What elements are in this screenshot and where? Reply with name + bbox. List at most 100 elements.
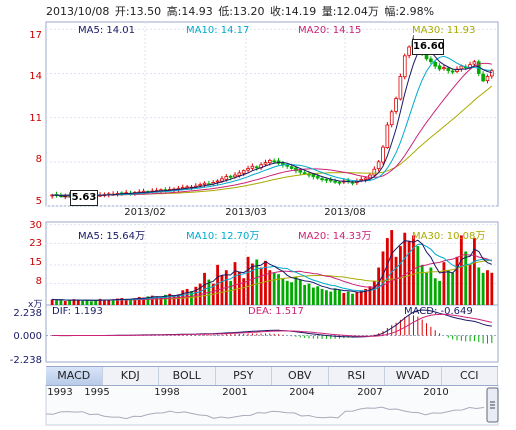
candle-body (268, 159, 272, 164)
volume-bar (68, 300, 72, 305)
volume-bar (381, 251, 385, 305)
volume-bar (407, 240, 411, 305)
volume-bar (333, 288, 337, 305)
volume-bar (129, 299, 132, 305)
volume-bar (50, 299, 54, 305)
time-navigator (45, 384, 499, 426)
tab-macd[interactable]: MACD (46, 367, 103, 385)
vol-ma10-label: MA10: 12.70万 (186, 231, 260, 242)
nav-year-2007: 2007 (357, 387, 383, 398)
volume-bar (155, 296, 159, 305)
tab-wvad[interactable]: WVAD (385, 367, 442, 385)
candle-body (233, 174, 237, 178)
candle-body (224, 176, 229, 180)
tab-kdj[interactable]: KDJ (103, 367, 159, 385)
price-ma30-label: MA30: 11.93 (412, 25, 476, 36)
candle-body (372, 168, 377, 176)
volume-bar (368, 286, 372, 305)
candle-body (389, 111, 394, 126)
volume-bar (233, 262, 237, 305)
candle-body (294, 167, 298, 172)
candle-body (220, 178, 224, 182)
candle-body (298, 169, 303, 173)
volume-bar (216, 264, 220, 305)
volume-bar (142, 297, 146, 305)
vol-tick-30: 30 (29, 220, 42, 231)
candle-body (407, 46, 411, 56)
volume-bar (329, 291, 333, 305)
vol-tick-23: 23 (29, 238, 42, 249)
vol-tick-15: 15 (29, 257, 42, 268)
candle-body (272, 160, 276, 163)
tab-cci[interactable]: CCI (442, 367, 498, 385)
volume-bar (403, 232, 407, 305)
candle-body (202, 182, 207, 185)
candle-body (450, 70, 455, 73)
candle-body (315, 176, 320, 179)
quote-low: 低:13.20 (218, 5, 265, 18)
volume-bar (372, 280, 376, 305)
volume-bar (250, 263, 254, 305)
candle-body (246, 168, 250, 171)
volume-bar (303, 284, 307, 305)
volume-bar (85, 300, 89, 305)
volume-bar (477, 267, 481, 305)
volume-bar (355, 292, 359, 305)
volume-bar (277, 274, 280, 305)
volume-bar (433, 278, 437, 305)
quote-header: 2013/10/08 开:13.50 高:14.93 低:13.20 收:14.… (46, 3, 436, 19)
volume-bar (72, 299, 76, 305)
volume-bar (159, 297, 163, 305)
vol-ma5-label: MA5: 15.64万 (78, 231, 146, 242)
nav-year-2004: 2004 (289, 387, 315, 398)
volume-bar (425, 272, 428, 305)
volume-bar (133, 298, 137, 305)
tab-rsi[interactable]: RSI (329, 367, 385, 385)
candle-body (198, 184, 202, 187)
tab-boll[interactable]: BOLL (159, 367, 216, 385)
nav-year-1998: 1998 (154, 387, 180, 398)
candle-body (394, 98, 398, 112)
candle-body (237, 172, 242, 176)
macd-tick-zero: 0.000 (13, 331, 42, 342)
candle-body (472, 61, 477, 65)
vol-tick-8: 8 (35, 276, 42, 287)
volume-bar (259, 267, 263, 305)
candle-body (446, 67, 451, 71)
x-tick-2013-03: 2013/03 (225, 207, 267, 218)
volume-bar (307, 283, 311, 305)
volume-bar (316, 286, 320, 305)
macd-dif-label: DIF: 1.193 (52, 306, 103, 317)
candle-body (228, 175, 233, 178)
quote-open: 开:13.50 (114, 5, 162, 18)
volume-bar (346, 291, 350, 305)
candle-body (333, 180, 337, 183)
nav-year-2010: 2010 (423, 387, 449, 398)
tab-psy[interactable]: PSY (216, 367, 272, 385)
x-tick-2013-08: 2013/08 (324, 207, 366, 218)
candle-body (328, 179, 333, 182)
quote-date: 2013/10/08 (46, 5, 110, 18)
volume-bar (163, 294, 167, 305)
navigator-sparkline (45, 406, 485, 420)
tab-obv[interactable]: OBV (272, 367, 329, 385)
volume-bar (459, 235, 463, 305)
x-tick-2013-02: 2013/02 (124, 207, 166, 218)
volume-bar (338, 289, 341, 305)
nav-year-1995: 1995 (84, 387, 110, 398)
quote-volume: 量:12.04万 (321, 5, 379, 18)
candle-body (263, 162, 268, 165)
volume-bar (438, 280, 442, 305)
volume-bar (272, 272, 276, 305)
volume-bar (311, 287, 315, 305)
vol-ma20-label: MA20: 14.33万 (298, 231, 372, 242)
volume-bar (451, 272, 455, 305)
price-ma10-line (52, 55, 492, 196)
volume-bar (294, 276, 298, 305)
volume-bar (94, 299, 98, 305)
volume-bar (320, 288, 324, 305)
volume-bar (229, 280, 233, 305)
volume-bar (264, 260, 267, 305)
candle-body (250, 165, 255, 169)
volume-bar (455, 256, 459, 305)
